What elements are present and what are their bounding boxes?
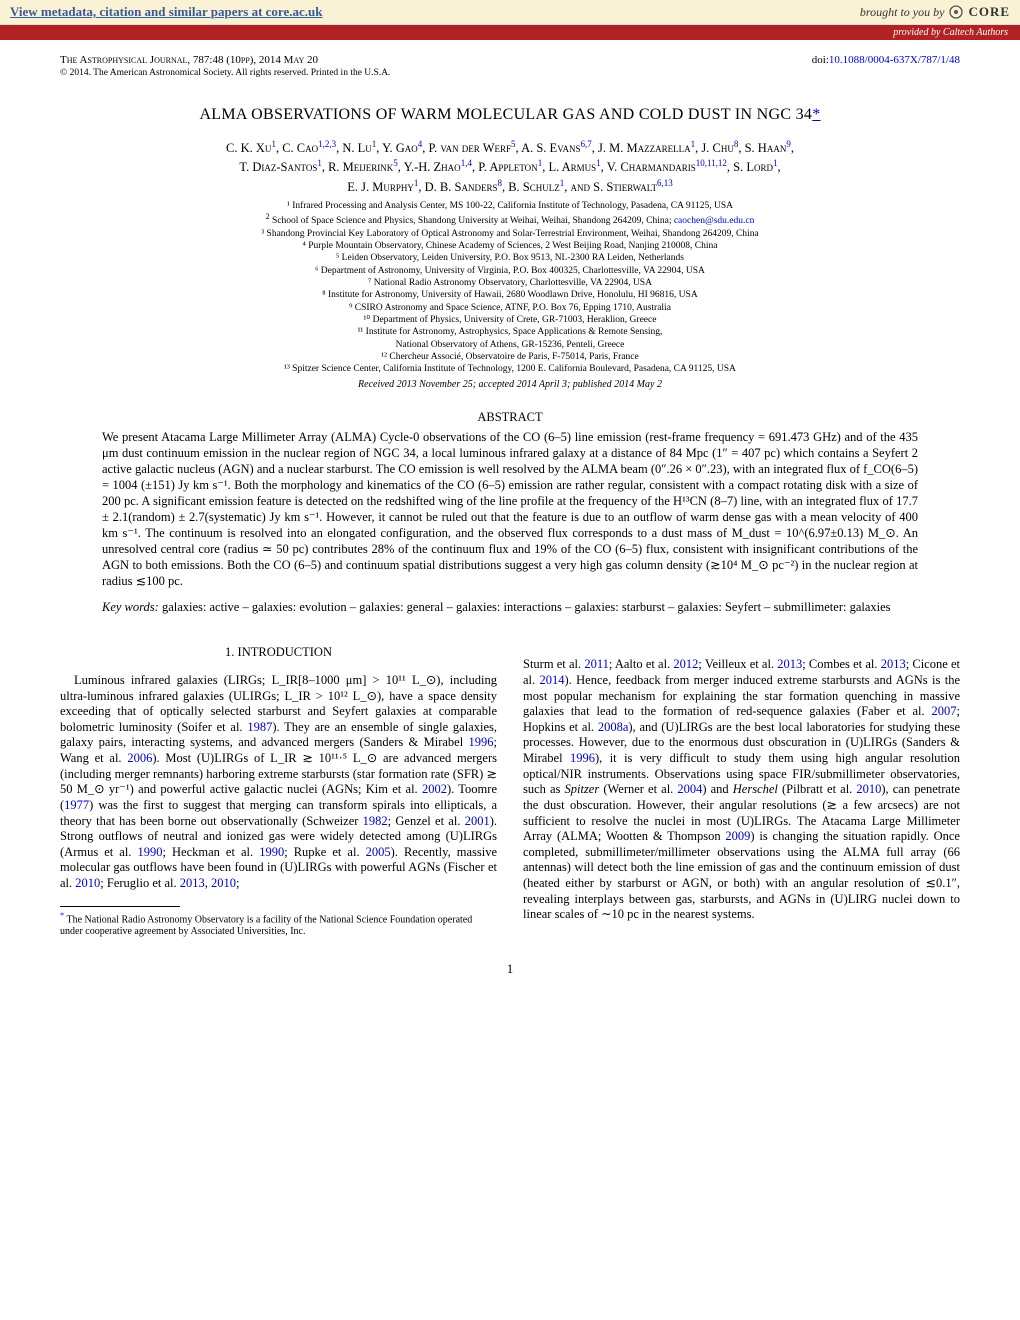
keywords-label: Key words: [102,600,159,614]
intro-paragraph-1-continued: Sturm et al. 2011; Aalto et al. 2012; Ve… [523,657,960,923]
ref-year: 2008a [598,720,629,734]
t: ; Feruglio et al. [100,876,180,890]
t: ; Combes et al. [802,657,880,671]
affiliation-4: ⁴ Purple Mountain Observatory, Chinese A… [60,240,960,252]
ref-year: 1996 [469,735,494,749]
received-dates: Received 2013 November 25; accepted 2014… [60,379,960,390]
t: (Pilbratt et al. [778,782,856,796]
ref-year: 2013 [777,657,802,671]
page-content: The Astrophysical Journal, 787:48 (10pp)… [0,40,1020,1007]
core-attribution: brought to you by CORE [860,4,1010,20]
ref-year: 2007 [932,704,957,718]
keywords-block: Key words: galaxies: active – galaxies: … [102,599,918,615]
ref-year: 2001 [465,814,490,828]
footnote-text: * The National Radio Astronomy Observato… [60,911,497,938]
keywords-text: galaxies: active – galaxies: evolution –… [159,600,891,614]
affiliation-8: ⁸ Institute for Astronomy, University of… [60,289,960,301]
right-column: Sturm et al. 2011; Aalto et al. 2012; Ve… [523,645,960,938]
intro-paragraph-1: Luminous infrared galaxies (LIRGs; L_IR[… [60,673,497,892]
doi-container: doi:10.1088/0004-637X/787/1/48 [812,54,960,66]
affil-email-link[interactable]: caochen@sdu.edu.cn [674,216,755,226]
ref-year: 2012 [673,657,698,671]
brought-by-text: brought to you by [860,5,945,20]
affiliation-6: ⁶ Department of Astronomy, University of… [60,265,960,277]
abstract-text: We present Atacama Large Millimeter Arra… [102,429,918,589]
affiliation-12: ¹² Chercheur Associé, Observatoire de Pa… [60,351,960,363]
t: ; Rupke et al. [284,845,365,859]
paper-title: ALMA OBSERVATIONS OF WARM MOLECULAR GAS … [60,106,960,124]
journal-citation: The Astrophysical Journal, 787:48 (10pp)… [60,54,318,66]
spitzer-italic: Spitzer [565,782,600,796]
herschel-italic: Herschel [733,782,778,796]
left-column: 1. INTRODUCTION Luminous infrared galaxi… [60,645,497,938]
doi-link[interactable]: 10.1088/0004-637X/787/1/48 [829,54,960,66]
ref-year: 2010 [211,876,236,890]
ref-year: 2009 [725,829,750,843]
provided-by-label: provided by [893,27,940,38]
affiliation-7: ⁷ National Radio Astronomy Observatory, … [60,277,960,289]
ref-year: 2010 [856,782,881,796]
affiliation-3: ³ Shandong Provincial Key Laboratory of … [60,228,960,240]
ref-year: 1990 [137,845,162,859]
ref-year: 1990 [259,845,284,859]
title-footnote-marker[interactable]: * [812,106,820,123]
author-list: C. K. Xu1, C. Cao1,2,3, N. Lu1, Y. Gao4,… [60,138,960,196]
ref-year: 2014 [540,673,565,687]
doi-label: doi: [812,54,829,66]
ref-year: 2010 [75,876,100,890]
t: ) and [702,782,732,796]
affiliations-block: ¹ Infrared Processing and Analysis Cente… [60,200,960,376]
abstract-heading: ABSTRACT [60,410,960,425]
t: ; Veilleux et al. [698,657,777,671]
page-number: 1 [60,962,960,977]
affiliation-2: 2 School of Space Science and Physics, S… [60,212,960,228]
ref-year: 2004 [677,782,702,796]
affiliation-9: ⁹ CSIRO Astronomy and Space Science, ATN… [60,302,960,314]
affiliation-11b: National Observatory of Athens, GR-15236… [60,339,960,351]
provided-by-bar: provided by Caltech Authors [0,25,1020,40]
affiliation-1: ¹ Infrared Processing and Analysis Cente… [60,200,960,212]
core-logo-icon [948,4,964,20]
ref-year: 1977 [64,798,89,812]
authors-line-2: T. Diaz-Santos1, R. Meijerink5, Y.-H. Zh… [60,157,960,176]
title-text: ALMA OBSERVATIONS OF WARM MOLECULAR GAS … [199,106,812,123]
ref-year: 1996 [570,751,595,765]
two-column-body: 1. INTRODUCTION Luminous infrared galaxi… [60,645,960,938]
authors-line-3: E. J. Murphy1, D. B. Sanders8, B. Schulz… [60,177,960,196]
affiliation-13: ¹³ Spitzer Science Center, California In… [60,363,960,375]
ref-year: 2013 [881,657,906,671]
footnote-rule [60,906,180,907]
ref-year: 2011 [584,657,609,671]
ref-year: 2006 [127,751,152,765]
ref-year: 2013 [180,876,205,890]
affiliation-10: ¹⁰ Department of Physics, University of … [60,314,960,326]
core-metadata-link[interactable]: View metadata, citation and similar pape… [10,4,322,20]
affiliation-5: ⁵ Leiden Observatory, Leiden University,… [60,252,960,264]
section-1-heading: 1. INTRODUCTION [60,645,497,661]
ref-year: 1987 [247,720,272,734]
provider-link[interactable]: Caltech Authors [943,27,1008,38]
t: ). Hence, feedback from merger induced e… [523,673,960,718]
ref-year: 2002 [422,782,447,796]
t: ; [236,876,239,890]
ref-year: 1982 [363,814,388,828]
t: Sturm et al. [523,657,584,671]
t: ; Heckman et al. [162,845,259,859]
affiliation-11: ¹¹ Institute for Astronomy, Astrophysics… [60,326,960,338]
t: (Werner et al. [599,782,677,796]
journal-header: The Astrophysical Journal, 787:48 (10pp)… [60,54,960,66]
t: ; Genzel et al. [388,814,465,828]
copyright-line: © 2014. The American Astronomical Societ… [60,68,960,78]
authors-line-1: C. K. Xu1, C. Cao1,2,3, N. Lu1, Y. Gao4,… [60,138,960,157]
ref-year: 2005 [366,845,391,859]
footnote-body: The National Radio Astronomy Observatory… [60,914,472,937]
t: ; Aalto et al. [609,657,674,671]
core-logo-text: CORE [968,4,1010,20]
core-banner: View metadata, citation and similar pape… [0,0,1020,25]
